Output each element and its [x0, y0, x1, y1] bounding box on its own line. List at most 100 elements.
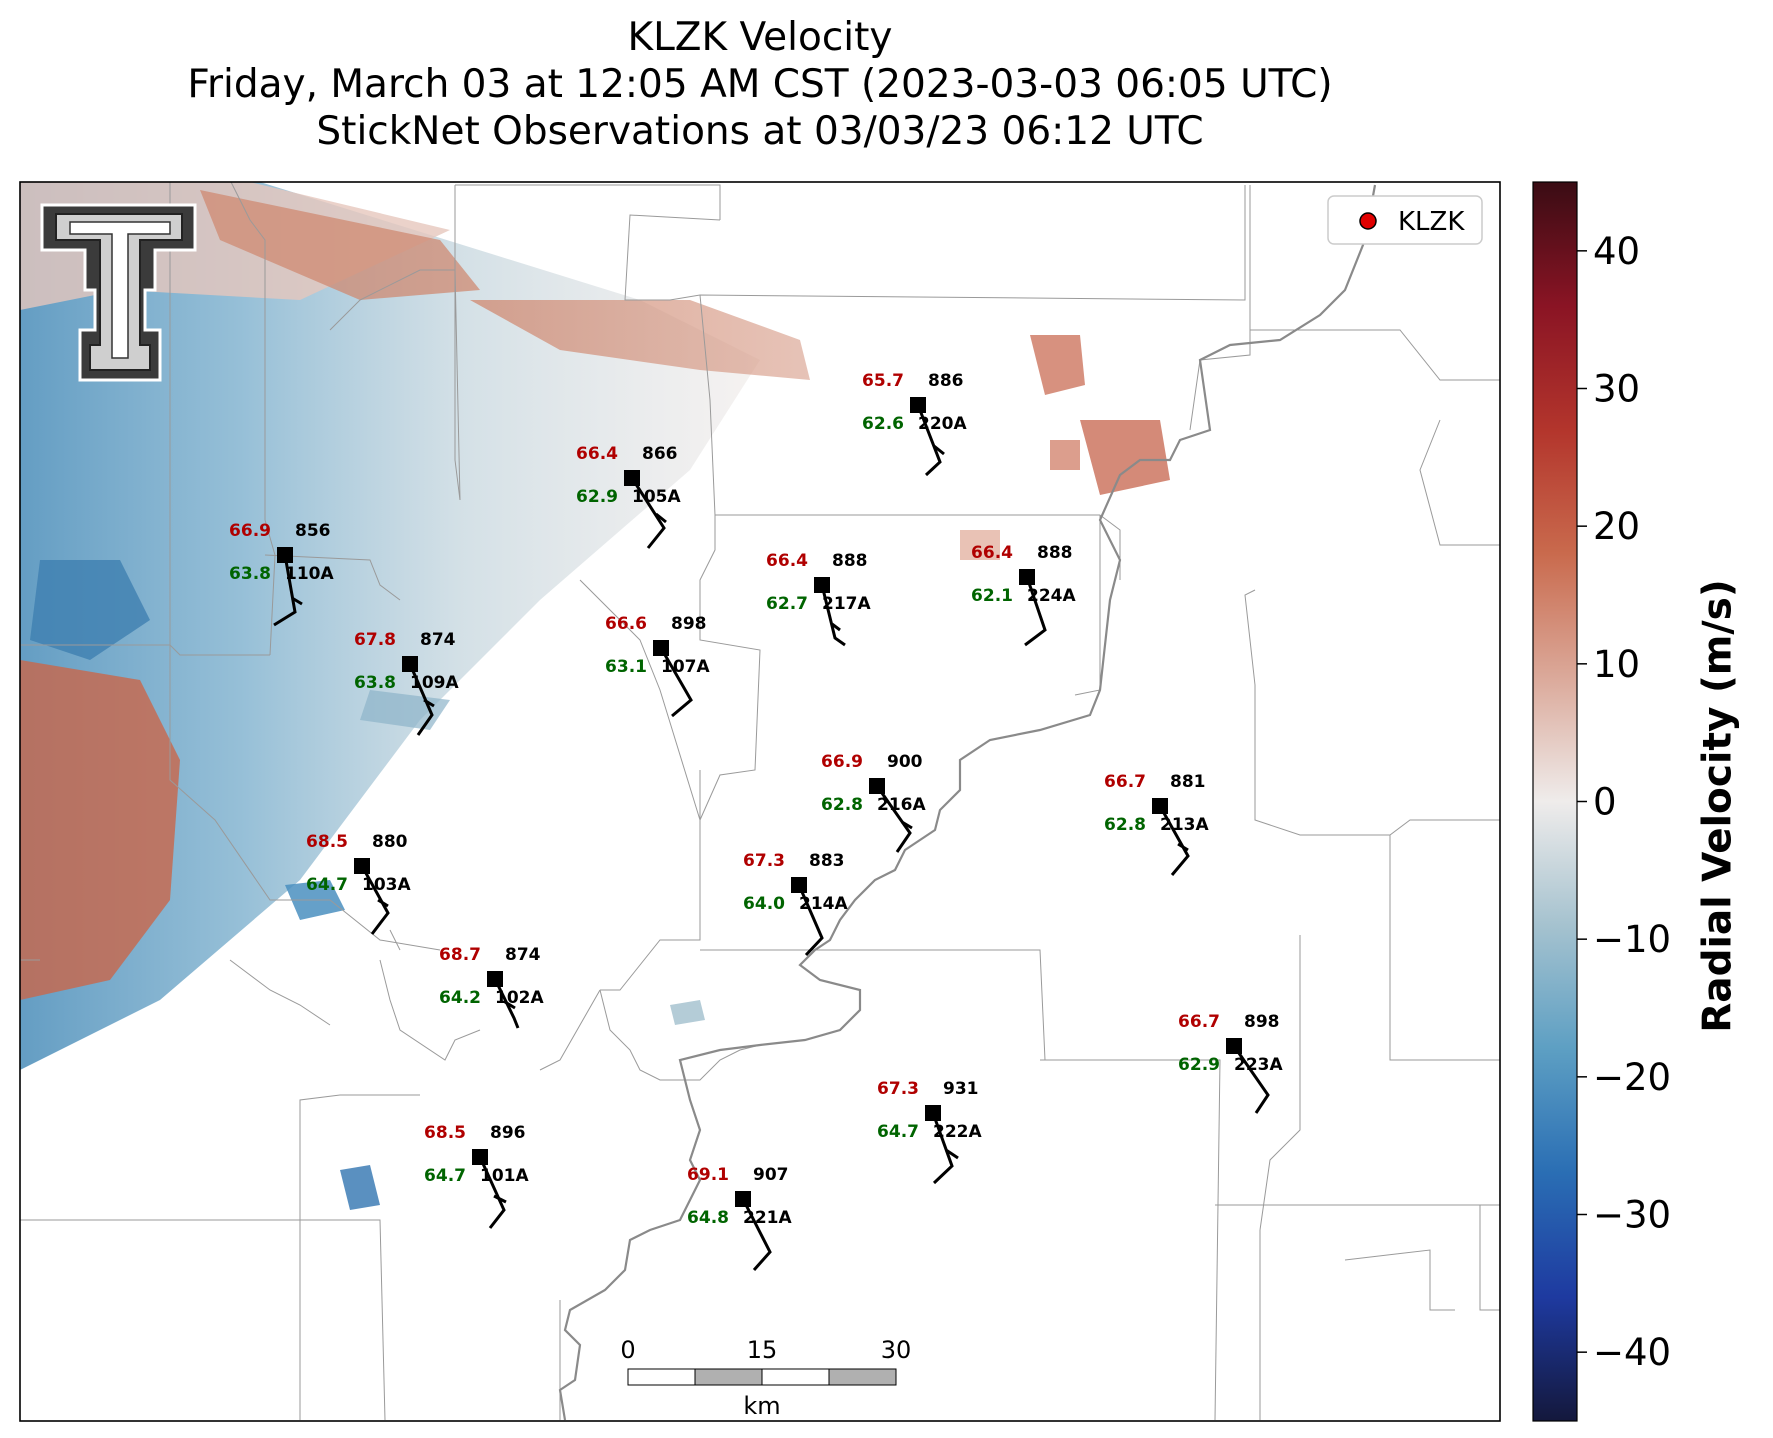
legend-box [1327, 195, 1483, 245]
station-dewpoint: 64.7 [306, 875, 348, 895]
colorbar: 40 30 20 10 0 −10 −20 −30 −40 [1532, 181, 1671, 1422]
station-marker-icon [910, 397, 926, 413]
velocity-cell-3 [1050, 440, 1080, 470]
wind-barb-flag-icon [933, 444, 945, 456]
colorbar-tick-label: −20 [1593, 1056, 1671, 1099]
scale-segment-1 [627, 1368, 696, 1386]
velocity-cell-2 [1080, 420, 1170, 495]
colorbar-label: Radial Velocity (m/s) [1695, 579, 1741, 1033]
colorbar-tick-label: 40 [1593, 230, 1640, 273]
station-pressure: 886 [928, 371, 964, 391]
station-temp: 68.5 [306, 832, 348, 852]
station-223A: 66.7 898 62.9 223A [1178, 1012, 1283, 1114]
station-dewpoint: 64.2 [439, 988, 481, 1008]
station-marker-icon [869, 778, 885, 794]
velocity-inbound-cluster [30, 560, 150, 660]
wind-barb-icon [931, 1112, 954, 1185]
station-214A: 67.3 883 64.0 214A [743, 851, 848, 957]
station-temp: 68.7 [439, 945, 481, 965]
station-id: 101A [480, 1166, 529, 1186]
station-pressure: 907 [753, 1165, 789, 1185]
station-marker-icon [1152, 798, 1168, 814]
wind-barb-icon [659, 647, 693, 718]
scale-segment-3 [761, 1368, 830, 1386]
station-id: 216A [877, 795, 926, 815]
scale-unit: km [743, 1392, 780, 1420]
station-id: 110A [285, 564, 334, 584]
station-110A: 66.9 856 63.8 110A [229, 521, 334, 627]
station-102A: 68.7 874 64.2 102A [439, 945, 544, 1029]
station-marker-icon [925, 1105, 941, 1121]
colorbar-tick-label: 0 [1593, 781, 1617, 824]
wind-barb-icon [875, 785, 912, 853]
station-marker-icon [735, 1191, 751, 1207]
velocity-inbound-region [20, 182, 760, 1070]
station-dewpoint: 64.8 [687, 1208, 729, 1228]
colorbar-ticks: 40 30 20 10 0 −10 −20 −30 −40 [1577, 230, 1671, 1374]
colorbar-tick-label: 30 [1593, 368, 1640, 411]
station-id: 221A [743, 1208, 792, 1228]
station-dewpoint: 62.8 [1104, 815, 1146, 835]
station-pressure: 898 [1244, 1012, 1280, 1032]
wind-barb-flag-icon [1177, 842, 1189, 852]
station-marker-icon [814, 577, 830, 593]
station-temp: 66.4 [766, 551, 808, 571]
station-217A: 66.4 888 62.7 217A [766, 551, 871, 647]
station-id: 107A [661, 657, 710, 677]
station-temp: 65.7 [862, 371, 904, 391]
station-pressure: 856 [295, 521, 331, 541]
scale-segment-2 [694, 1368, 763, 1386]
wind-barb-flag-icon [901, 820, 913, 830]
station-dewpoint: 62.7 [766, 594, 808, 614]
station-marker-icon [487, 971, 503, 987]
county-borders [20, 182, 1500, 1421]
wind-barb-flag-icon [945, 1148, 959, 1160]
station-pressure: 880 [372, 832, 408, 852]
station-marker-icon [402, 656, 418, 672]
station-220A: 65.7 886 62.6 220A [862, 371, 967, 477]
wind-barb-flag-icon [291, 596, 303, 606]
station-dewpoint: 62.1 [971, 586, 1013, 606]
station-id: 217A [822, 594, 871, 614]
wind-barb-icon [916, 404, 942, 477]
scale-bar: 0 15 30 km [620, 1336, 911, 1420]
station-id: 224A [1027, 586, 1076, 606]
scale-tick-15: 15 [747, 1336, 778, 1364]
station-107A: 66.6 898 63.1 107A [605, 614, 710, 718]
wind-barb-icon [820, 584, 846, 647]
wind-barb-icon [408, 663, 434, 736]
station-marker-icon [277, 547, 293, 563]
station-109A: 67.8 874 63.8 109A [354, 630, 459, 736]
station-id: 220A [918, 414, 967, 434]
wind-barb-icon [478, 1156, 506, 1229]
station-marker-icon [791, 877, 807, 893]
wind-barb-icon [493, 978, 520, 1029]
legend: KLZK [1327, 195, 1483, 245]
wind-barb-flag-icon [655, 512, 667, 524]
station-marker-icon [354, 858, 370, 874]
radar-site-marker-icon [1359, 212, 1377, 230]
station-temp: 67.8 [354, 630, 396, 650]
station-marker-icon [1019, 569, 1035, 585]
station-temp: 66.7 [1104, 772, 1146, 792]
station-pressure: 874 [420, 630, 456, 650]
station-id: 102A [495, 988, 544, 1008]
scale-tick-0: 0 [620, 1336, 635, 1364]
wind-barb-icon [1232, 1045, 1270, 1114]
wind-barb-icon [273, 554, 297, 627]
scale-tick-30: 30 [881, 1336, 912, 1364]
station-pressure: 931 [943, 1079, 979, 1099]
station-pressure: 883 [809, 851, 845, 871]
station-pressure: 881 [1170, 772, 1206, 792]
velocity-outbound-band [200, 190, 480, 300]
station-id: 214A [799, 894, 848, 914]
station-pressure: 888 [1037, 543, 1073, 563]
station-temp: 66.6 [605, 614, 647, 634]
velocity-outbound-cluster [20, 660, 180, 1000]
station-marker-icon [1226, 1038, 1242, 1054]
station-dewpoint: 64.7 [424, 1166, 466, 1186]
wind-barb-flag-icon [504, 1000, 516, 1010]
wind-barb-icon [741, 1198, 772, 1271]
station-id: 213A [1160, 815, 1209, 835]
